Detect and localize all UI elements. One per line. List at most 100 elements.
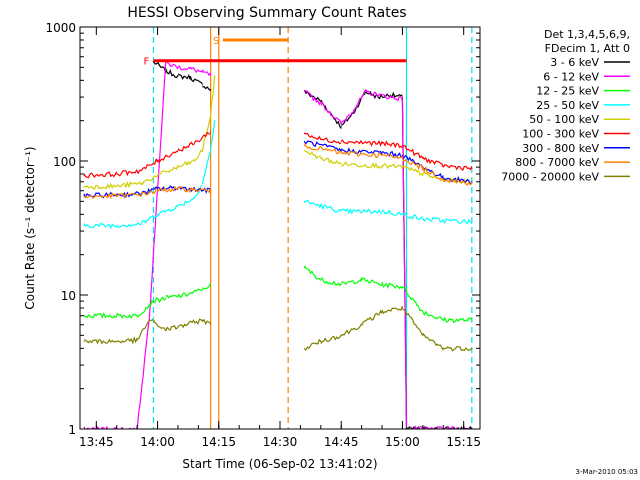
y-tick-label-1: 1 [68, 423, 76, 437]
series-6-point-16 [471, 167, 473, 170]
series-9 [83, 305, 473, 352]
series-8-point-7 [210, 190, 212, 192]
series-1-point-3 [177, 75, 179, 77]
series-4-point-10 [303, 200, 306, 202]
series-6-point-4 [156, 160, 159, 162]
series-5-point-2 [116, 185, 118, 187]
series-3-point-15 [442, 319, 444, 321]
series-5-point-13 [381, 165, 383, 167]
series-6-point-6 [193, 142, 195, 145]
x-axis-label: Start Time (06-Sep-02 13:41:02) [182, 457, 377, 471]
series-4 [83, 120, 473, 230]
series-line-4 [83, 120, 473, 230]
series-line-5 [83, 75, 472, 190]
series-1-point-9 [340, 126, 342, 128]
series-line-6 [83, 131, 473, 179]
x-tick-label-1: 13:45 [79, 435, 114, 449]
series-2-point-4 [165, 62, 167, 64]
series-2-point-6 [189, 67, 191, 70]
legend-label-1: 3 - 6 keV [550, 56, 599, 69]
series-4-point-9 [214, 120, 216, 122]
series-6-point-13 [401, 145, 404, 147]
series-6 [83, 131, 473, 179]
legend-label-4: 25 - 50 keV [536, 99, 599, 112]
series-5-point-8 [210, 114, 212, 116]
series-2 [83, 60, 473, 429]
x-tick-label-3: 14:15 [201, 435, 236, 449]
series-1-point-4 [189, 76, 191, 79]
series-7-point-11 [401, 154, 404, 157]
series-6-point-12 [381, 142, 383, 145]
plot-area: FS [83, 27, 473, 429]
series-line-2 [83, 60, 472, 429]
series-6-point-10 [320, 138, 322, 140]
series-1 [152, 61, 473, 429]
series-5-point-5 [177, 166, 179, 168]
series-4-point-15 [442, 219, 444, 222]
legend-label-9: 7000 - 20000 keV [501, 170, 599, 183]
series-3 [83, 265, 473, 324]
series-4-point-4 [156, 213, 159, 215]
series-8-point-11 [401, 157, 404, 159]
series-1-point-6 [210, 89, 212, 91]
series-4-point-13 [401, 213, 404, 215]
series-9-point-9 [303, 347, 306, 349]
series-5 [83, 75, 473, 190]
series-4-point-12 [381, 210, 383, 213]
series-2-point-12 [352, 109, 355, 111]
series-9-point-11 [340, 334, 342, 336]
series-9-point-6 [185, 324, 187, 326]
chart-title: HESSI Observing Summary Count Rates [127, 5, 406, 21]
y-tick-label-4: 1000 [45, 21, 76, 35]
series-9-point-12 [361, 324, 363, 326]
flag-label-2: S [213, 36, 219, 47]
series-9-point-1 [83, 340, 85, 343]
series-4-point-3 [140, 223, 142, 225]
x-tick-label-6: 15:00 [385, 435, 420, 449]
series-3-point-16 [471, 319, 473, 321]
series-6-point-15 [442, 165, 444, 167]
x-tick-label-5: 14:45 [324, 435, 359, 449]
series-9-point-8 [210, 324, 212, 326]
legend-label-6: 100 - 300 keV [522, 128, 599, 141]
series-5-point-6 [193, 160, 195, 162]
series-2-point-15 [389, 96, 391, 98]
x-tick-label-4: 14:30 [263, 435, 298, 449]
series-5-point-7 [201, 149, 204, 151]
series-7-point-9 [340, 149, 342, 151]
series-6-point-3 [140, 169, 142, 172]
series-7-point-2 [116, 194, 118, 196]
series-9-point-16 [442, 347, 444, 349]
series-6-point-2 [116, 173, 118, 175]
series-line-9 [83, 305, 473, 352]
legend-label-3: 12 - 25 keV [536, 85, 599, 98]
plot-frame [79, 26, 481, 430]
series-5-point-15 [422, 173, 424, 175]
series-3-point-13 [401, 286, 404, 288]
series-3-point-5 [185, 294, 187, 296]
series-8-point-3 [140, 194, 142, 196]
series-3-point-9 [320, 279, 322, 281]
series-4-point-16 [471, 221, 473, 223]
series-8-point-8 [303, 145, 306, 147]
series-8-point-4 [156, 190, 159, 192]
series-1-point-14 [401, 96, 404, 98]
series-5-point-9 [214, 76, 216, 79]
series-3-point-2 [136, 315, 138, 317]
legend-label-2: 6 - 12 keV [543, 70, 599, 83]
series-8-point-13 [442, 178, 444, 180]
axes: 13:45 14:00 14:15 14:30 14:45 15:00 15:15 1 10 10… [45, 21, 481, 449]
series-5-point-14 [401, 166, 404, 168]
series-9-point-7 [201, 319, 204, 321]
series-9-point-10 [320, 340, 322, 343]
series-line-1 [152, 61, 473, 429]
series-7-point-8 [303, 140, 306, 143]
series-9-point-3 [136, 339, 138, 341]
series-6-point-8 [210, 131, 212, 133]
series-2-point-11 [340, 123, 342, 125]
series-8-point-9 [340, 152, 342, 154]
series-4-point-14 [422, 218, 424, 220]
series-line-8 [83, 143, 473, 200]
series-3-point-8 [303, 267, 306, 269]
